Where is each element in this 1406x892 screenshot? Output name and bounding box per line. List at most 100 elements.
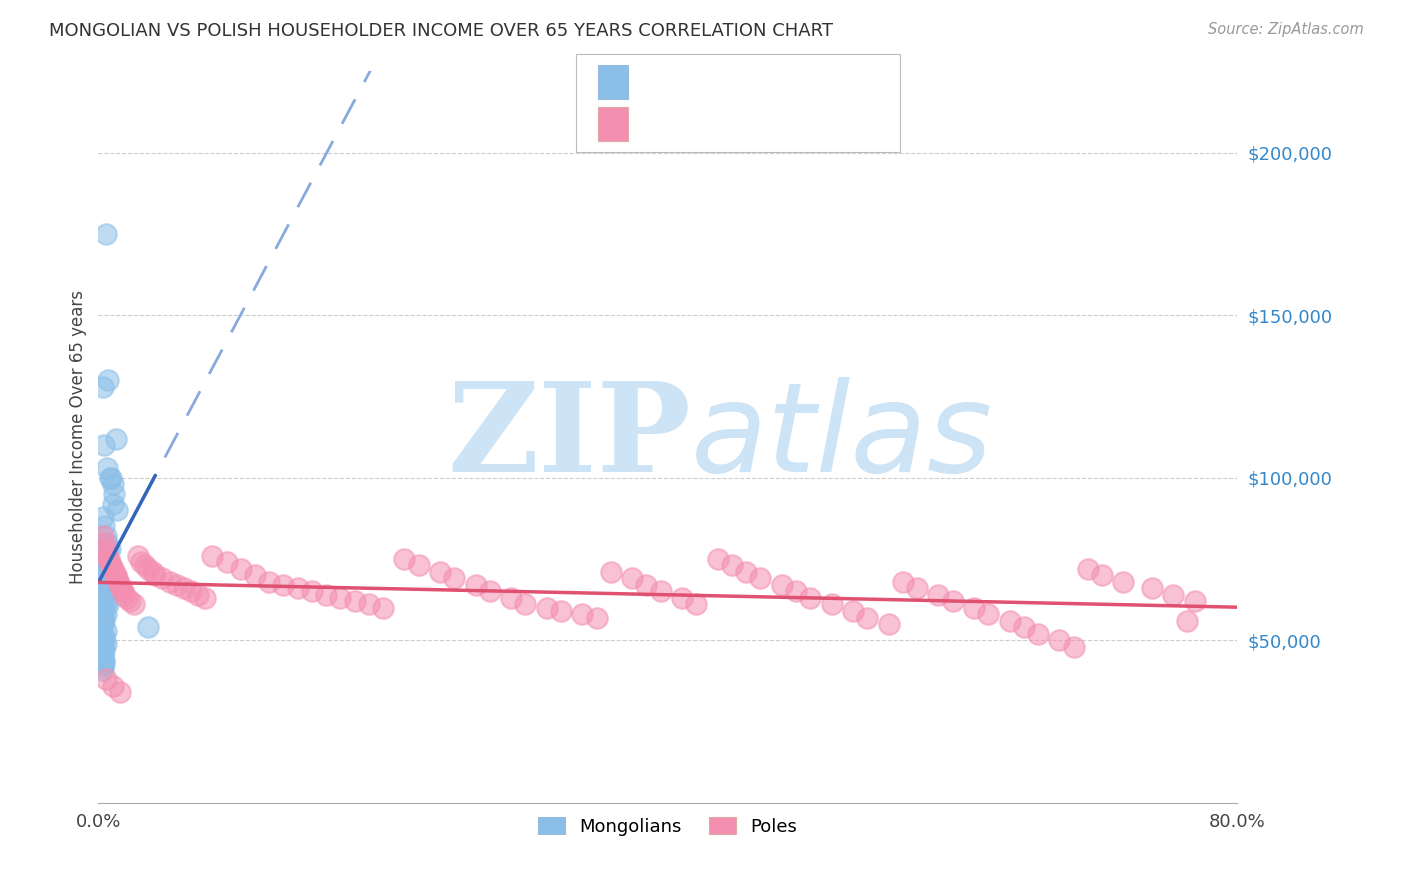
Mongolians — [93, 656, 115, 670]
Mongolians — [93, 558, 115, 573]
Poles — [429, 565, 451, 579]
Poles — [103, 565, 125, 579]
Poles — [842, 604, 865, 618]
Poles — [91, 529, 114, 543]
Poles — [799, 591, 821, 605]
Mongolians — [91, 584, 114, 599]
Poles — [650, 584, 672, 599]
Mongolians — [93, 643, 115, 657]
Poles — [443, 572, 465, 586]
Mongolians — [94, 562, 117, 576]
Poles — [721, 558, 744, 573]
Poles — [515, 598, 537, 612]
Mongolians — [94, 578, 117, 592]
Poles — [1026, 626, 1049, 640]
Mongolians — [94, 636, 117, 650]
Mongolians — [91, 600, 114, 615]
Mongolians — [91, 610, 114, 624]
Poles — [215, 555, 238, 569]
Mongolians — [98, 542, 121, 557]
Poles — [108, 578, 131, 592]
Poles — [585, 610, 607, 624]
Poles — [145, 568, 167, 582]
Poles — [963, 600, 986, 615]
Mongolians — [97, 373, 120, 387]
Poles — [1012, 620, 1035, 634]
Poles — [1177, 614, 1199, 628]
Poles — [136, 562, 159, 576]
Poles — [94, 542, 117, 557]
Poles — [108, 685, 131, 699]
Poles — [621, 572, 644, 586]
Mongolians — [103, 487, 125, 501]
Poles — [1140, 581, 1163, 595]
Poles — [706, 552, 728, 566]
Mongolians — [93, 633, 115, 648]
Text: Source: ZipAtlas.com: Source: ZipAtlas.com — [1208, 22, 1364, 37]
Mongolians — [100, 471, 122, 485]
Mongolians — [96, 535, 118, 549]
Poles — [820, 598, 842, 612]
Mongolians — [94, 624, 117, 638]
Poles — [315, 588, 337, 602]
Mongolians — [91, 555, 114, 569]
Text: ZIP: ZIP — [447, 376, 690, 498]
Poles — [977, 607, 1000, 622]
Mongolians — [94, 227, 117, 241]
Poles — [259, 574, 281, 589]
Poles — [785, 584, 807, 599]
Poles — [478, 584, 501, 599]
Poles — [115, 591, 138, 605]
Mongolians — [96, 594, 118, 608]
Mongolians — [91, 659, 114, 673]
Mongolians — [91, 545, 114, 559]
Poles — [152, 572, 174, 586]
Mongolians — [101, 477, 124, 491]
Mongolians — [93, 630, 115, 644]
Mongolians — [93, 653, 115, 667]
Poles — [180, 584, 202, 599]
Text: N = 95: N = 95 — [773, 114, 835, 132]
Poles — [685, 598, 707, 612]
Poles — [129, 555, 152, 569]
Poles — [93, 535, 115, 549]
Mongolians — [91, 380, 114, 394]
Poles — [1091, 568, 1114, 582]
Text: atlas: atlas — [690, 376, 993, 498]
Text: N = 56: N = 56 — [773, 72, 835, 90]
Poles — [1184, 594, 1206, 608]
Mongolians — [97, 568, 120, 582]
Poles — [343, 594, 366, 608]
Mongolians — [94, 607, 117, 622]
Mongolians — [93, 519, 115, 533]
Mongolians — [91, 509, 114, 524]
Poles — [110, 581, 132, 595]
Mongolians — [97, 542, 120, 557]
Poles — [464, 578, 486, 592]
Mongolians — [98, 471, 121, 485]
Poles — [927, 588, 949, 602]
Poles — [770, 578, 793, 592]
Poles — [1077, 562, 1099, 576]
Poles — [636, 578, 658, 592]
Mongolians — [91, 617, 114, 632]
Poles — [127, 549, 149, 563]
Mongolians — [93, 438, 115, 452]
Mongolians — [104, 432, 127, 446]
Poles — [877, 617, 900, 632]
Poles — [357, 598, 380, 612]
Mongolians — [105, 503, 128, 517]
Poles — [536, 600, 558, 615]
Poles — [550, 604, 572, 618]
Poles — [122, 598, 145, 612]
Poles — [98, 555, 121, 569]
Mongolians — [93, 614, 115, 628]
Poles — [94, 673, 117, 687]
Mongolians — [93, 604, 115, 618]
Poles — [187, 588, 209, 602]
Poles — [287, 581, 309, 595]
Poles — [194, 591, 217, 605]
Poles — [105, 572, 128, 586]
Poles — [100, 558, 122, 573]
Poles — [101, 562, 124, 576]
